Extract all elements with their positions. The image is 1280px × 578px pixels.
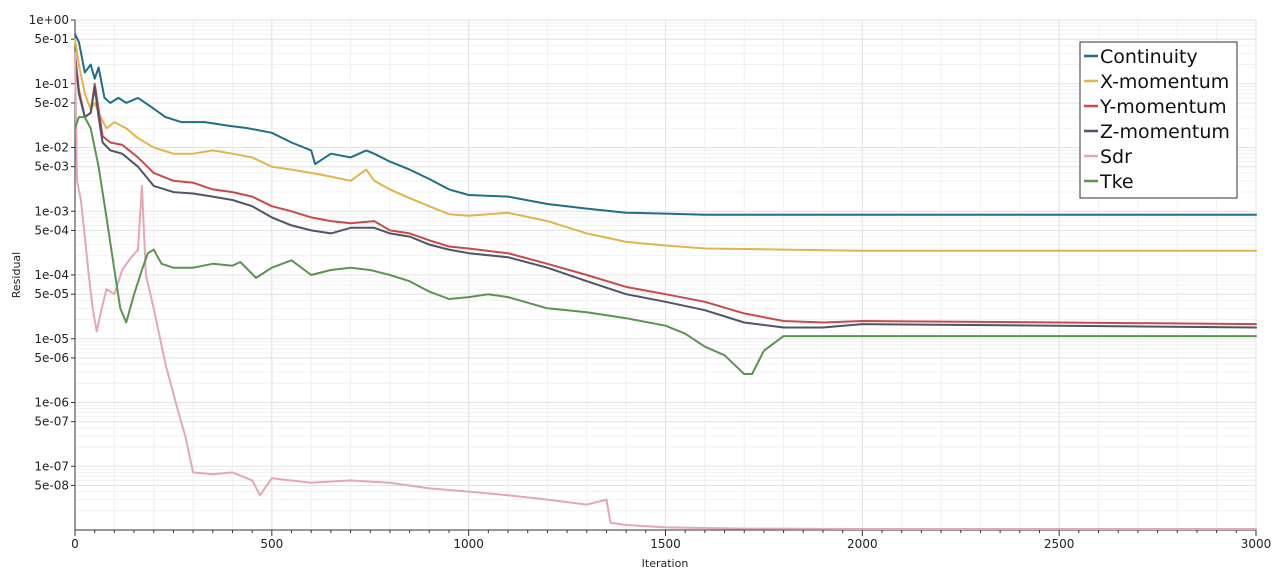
y-tick-label: 1e-02 [34, 141, 69, 155]
y-axis-title: Residual [10, 252, 23, 298]
y-tick-label: 5e-06 [34, 351, 69, 365]
y-tick-label: 1e-06 [34, 396, 69, 410]
y-tick-label: 5e-05 [34, 287, 69, 301]
legend-box [1079, 41, 1238, 199]
y-tick-label: 5e-01 [34, 32, 69, 46]
series-line-x-momentum [74, 38, 1257, 252]
y-tick-label: 5e-08 [34, 478, 69, 492]
legend-label: Tke [1099, 171, 1134, 193]
legend-label: Continuity [1100, 46, 1198, 68]
series-line-y-momentum [74, 52, 1257, 326]
series-line-sdr [74, 52, 1257, 530]
series-line-z-momentum [74, 57, 1257, 329]
y-tick-label: 5e-07 [34, 415, 69, 429]
y-tick-label: 1e-04 [34, 268, 69, 282]
tick-labels: 0 500 1000 1500 2000 2500 3000 1e+00 5e-01 1e-01 5… [29, 13, 1272, 551]
x-tick-label: 2000 [847, 537, 878, 551]
x-tick-label: 2500 [1044, 537, 1075, 551]
x-tick-label: 3000 [1241, 537, 1272, 551]
y-tick-label: 5e-04 [34, 223, 69, 237]
y-tick-label: 5e-03 [34, 160, 69, 174]
series-line-continuity [74, 33, 1257, 216]
x-tick-label: 1500 [650, 537, 681, 551]
y-tick-label: 1e-03 [34, 204, 69, 218]
y-tick-label: 1e+00 [29, 13, 69, 27]
legend-label: Sdr [1100, 146, 1132, 168]
y-tick-label: 1e-01 [34, 77, 69, 91]
x-tick-label: 0 [71, 537, 79, 551]
y-tick-label: 5e-02 [34, 96, 69, 110]
y-tick-label: 1e-07 [34, 459, 69, 473]
legend-label: Y-momentum [1099, 96, 1227, 118]
legend-label: X-momentum [1100, 71, 1229, 93]
series-lines [74, 33, 1257, 530]
x-tick-label: 500 [260, 537, 283, 551]
series-line-tke [74, 116, 1257, 375]
y-tick-label: 1e-05 [34, 332, 69, 346]
legend: Continuity X-momentum Y-momentum Z-momentum… [1079, 41, 1238, 199]
legend-label: Z-momentum [1100, 121, 1230, 143]
x-axis-title: Iteration [642, 557, 689, 570]
x-tick-label: 1000 [453, 537, 484, 551]
